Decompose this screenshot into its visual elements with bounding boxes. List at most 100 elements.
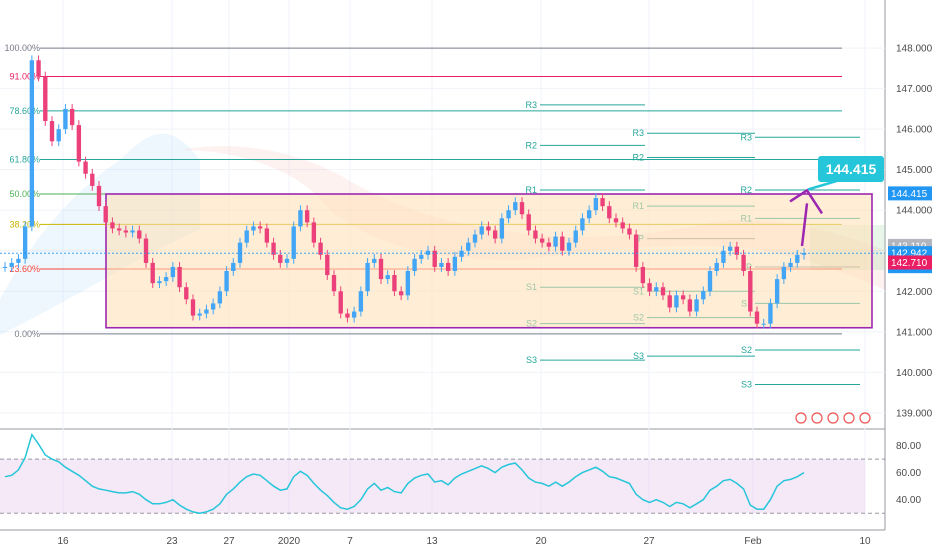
axes: 148.000147.000146.000145.000144.000143.0… [57, 44, 932, 547]
candle-body [526, 214, 531, 231]
candle-body [714, 262, 719, 271]
price-tag-label: 142.942 [891, 249, 928, 260]
price-tick-label: 139.000 [896, 408, 932, 419]
candle-body [49, 121, 55, 142]
price-tick-label: 148.000 [896, 44, 932, 55]
candle-body [734, 246, 740, 255]
price-tag-label: 144.415 [891, 189, 928, 200]
candle-body [163, 277, 169, 282]
candle-body [466, 242, 471, 251]
pivot-label: R3 [525, 100, 537, 110]
candle-body [506, 210, 511, 219]
candle-body [566, 242, 572, 251]
candle-body [63, 108, 68, 130]
candle-body [721, 250, 726, 263]
candle-body [385, 275, 390, 280]
price-tick-label: 146.000 [896, 125, 932, 136]
candle-body [425, 250, 431, 255]
candle-body [620, 222, 625, 229]
candle-body [345, 313, 350, 318]
price-tag-bg [888, 255, 932, 270]
candle-body [593, 198, 599, 211]
candle-body [204, 309, 209, 314]
candle-body [351, 311, 357, 318]
candle-body [795, 254, 800, 263]
candle-body [546, 242, 552, 247]
candle-body [774, 279, 780, 304]
candle-body [9, 262, 14, 267]
candle-body [533, 230, 538, 239]
fib-level-label: 0.00% [14, 329, 40, 339]
candle-body [479, 226, 484, 235]
candle-body [707, 271, 713, 292]
candle-body [539, 238, 545, 243]
candle-body [284, 258, 290, 263]
candle-body [701, 291, 706, 300]
candle-body [788, 262, 793, 267]
candle-body [573, 230, 578, 243]
candle-body [492, 230, 498, 239]
candle-body [123, 230, 129, 233]
price-tag-label: 142.710 [891, 258, 928, 269]
candle-body [157, 281, 162, 284]
time-tick-label: 2020 [278, 536, 301, 547]
rsi-tick-label: 60.00 [896, 468, 921, 479]
candle-body [781, 266, 787, 280]
fib-level-label: 100.00% [4, 43, 40, 53]
candle-body [486, 226, 491, 231]
candle-body [754, 311, 760, 324]
pivot-label: S3 [633, 351, 644, 361]
candle-body [76, 125, 82, 162]
candle-body [398, 291, 404, 296]
candle-body [419, 254, 424, 259]
candle-body [16, 258, 21, 263]
candle-body [667, 295, 672, 308]
pivot-label: R2 [740, 185, 752, 195]
rsi-pane [0, 433, 885, 514]
event-flag-icon [843, 412, 855, 424]
candle-body [674, 295, 679, 308]
candle-body [472, 234, 478, 243]
candle-body [331, 275, 337, 292]
rsi-line [4, 433, 805, 514]
candle-body [96, 185, 102, 207]
candle-body [22, 226, 28, 259]
candle-body [459, 250, 464, 257]
pivot-label: S3 [741, 379, 752, 389]
rsi-tick-label: 40.00 [896, 495, 921, 506]
candle-body [143, 238, 149, 263]
candle-body [519, 202, 525, 215]
candle-body [647, 283, 652, 292]
price-tick-label: 144.000 [896, 206, 932, 217]
candle-body [237, 242, 243, 263]
candle-body [405, 271, 411, 296]
rsi-tick-label: 80.00 [896, 441, 921, 452]
projection-label: 144.415 [826, 161, 877, 177]
candle-body [29, 60, 35, 227]
candle-body [298, 210, 303, 227]
candle-body [224, 271, 229, 292]
candle-body [56, 129, 61, 142]
candle-body [580, 218, 585, 231]
candle-body [264, 228, 270, 243]
candle-body [680, 295, 686, 300]
candle-body [761, 323, 766, 325]
projection-arrow-head [789, 188, 824, 215]
candle-body [184, 287, 189, 300]
candle-body [687, 299, 693, 312]
candle-body [694, 299, 699, 312]
candle-body [83, 161, 88, 174]
candle-body [452, 256, 458, 271]
fib-level-label: 23.60% [9, 264, 40, 274]
candle-body [291, 226, 296, 259]
price-tick-label: 142.000 [896, 287, 932, 298]
candle-body [130, 230, 135, 233]
candle-body [137, 230, 142, 239]
event-flag-icon [859, 412, 871, 424]
time-tick-label: 7 [347, 536, 353, 547]
projection-label-box [818, 156, 884, 182]
cloud-bullish [0, 133, 200, 335]
projection-arrow[interactable]: 144.415 [789, 156, 884, 247]
candle-body [627, 228, 632, 235]
